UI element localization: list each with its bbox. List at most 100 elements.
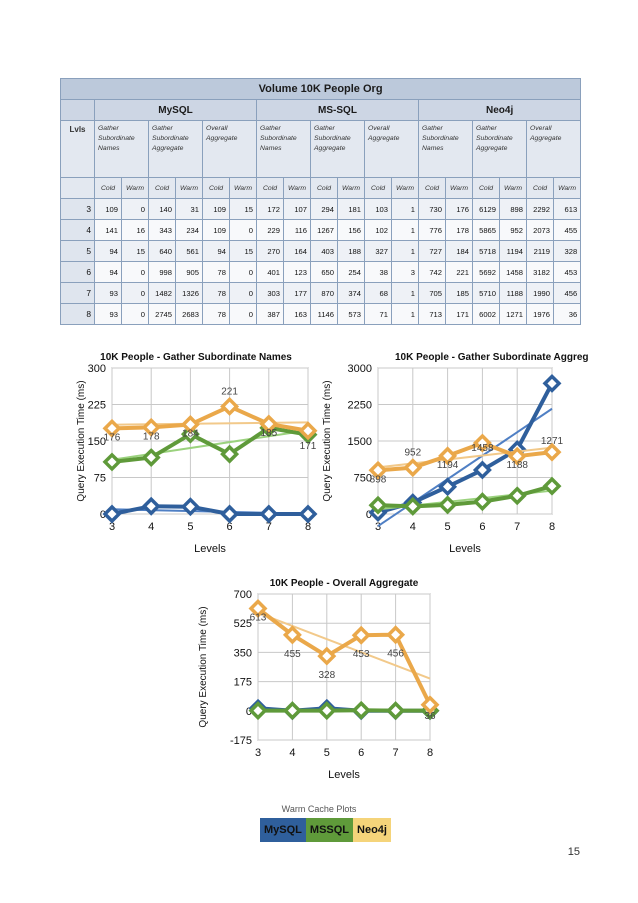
value-cell: 456 [552, 282, 582, 304]
level-cell: 8 [60, 303, 95, 325]
data-point-mssql [180, 424, 200, 444]
y-axis-label: Query Execution Time (ms) [198, 606, 209, 727]
chart-title: 10K People - Gather Subordinate Aggregat… [395, 352, 588, 363]
data-label: 185 [260, 428, 277, 439]
x-tick-label: 5 [187, 521, 193, 533]
data-point-neo4j [507, 446, 527, 466]
data-point-neo4j [141, 417, 161, 437]
query-header: Gather Subordinate Names [94, 120, 149, 178]
data-label: 898 [370, 474, 387, 485]
chart-gather-names: 10K People - Gather Subordinate Names075… [76, 352, 318, 555]
y-tick-label: 175 [234, 677, 252, 689]
y-tick-label: 75 [94, 473, 106, 485]
table-row: 3 109 0 140 31 109 15 172 107 294 181 103 1 730 176 612… [60, 198, 582, 220]
y-tick-label: 1500 [348, 436, 372, 448]
levels-header: Lvls [60, 120, 95, 178]
value-cell: 3182 [526, 261, 554, 283]
table-row: 5 94 15 640 561 94 15 270 164 403 188 327 1 727 184 571… [60, 240, 582, 262]
value-cell: 401 [256, 261, 284, 283]
data-point-neo4j [472, 433, 492, 453]
y-tick-label: 0 [246, 706, 252, 718]
warm-header: Warm [229, 177, 257, 199]
y-tick-label: 2250 [348, 400, 372, 412]
value-cell: 453 [552, 261, 582, 283]
value-cell: 1271 [499, 303, 527, 325]
data-label: 171 [300, 441, 317, 452]
y-tick-label: -175 [230, 735, 252, 747]
value-cell: 109 [202, 198, 230, 220]
value-cell: 141 [94, 219, 122, 241]
chart-gather-aggregate: 10K People - Gather Subordinate Aggregat… [322, 352, 588, 555]
data-label: 176 [104, 432, 121, 443]
data-label: 1458 [471, 443, 494, 454]
value-cell: 1458 [499, 261, 527, 283]
data-point-mssql [248, 701, 268, 721]
data-point-mssql [507, 486, 527, 506]
legend-caption: Warm Cache Plots [281, 804, 357, 814]
value-cell: 713 [418, 303, 446, 325]
y-tick-label: 700 [234, 589, 252, 601]
table-row: 8 93 0 2745 2683 78 0 387 163 1146 573 71 1 713 171 600… [60, 303, 582, 325]
x-tick-label: 3 [375, 521, 381, 533]
value-cell: 102 [364, 219, 392, 241]
level-cell: 5 [60, 240, 95, 262]
value-cell: 1482 [148, 282, 176, 304]
table-title: Volume 10K People Org [59, 78, 582, 100]
value-cell: 2073 [526, 219, 554, 241]
value-cell: 2745 [148, 303, 176, 325]
data-point-neo4j [386, 625, 406, 645]
value-cell: 71 [364, 303, 392, 325]
value-cell: 163 [283, 303, 311, 325]
x-tick-label: 5 [445, 521, 451, 533]
value-cell: 3 [391, 261, 419, 283]
value-cell: 109 [202, 219, 230, 241]
data-label: 221 [221, 386, 238, 397]
warm-header: Warm [121, 177, 149, 199]
table-row: 6 94 0 998 905 78 0 401 123 650 254 38 3 742 221 5692 14… [60, 261, 582, 283]
warm-header: Warm [283, 177, 311, 199]
value-cell: 640 [148, 240, 176, 262]
value-cell: 116 [283, 219, 311, 241]
value-cell: 0 [121, 198, 149, 220]
data-point-neo4j [317, 646, 337, 666]
data-label: 952 [404, 448, 421, 459]
value-cell: 93 [94, 282, 122, 304]
value-cell: 742 [418, 261, 446, 283]
value-cell: 93 [94, 303, 122, 325]
table-row: 7 93 0 1482 1326 78 0 303 177 870 374 68 1 705 185 5710… [60, 282, 582, 304]
data-point-mysql [298, 504, 318, 524]
data-point-mysql [438, 477, 458, 497]
warm-header: Warm [175, 177, 203, 199]
y-tick-label: 0 [100, 509, 106, 521]
y-axis-label: Query Execution Time (ms) [76, 380, 87, 501]
value-cell: 188 [337, 240, 365, 262]
db-header-neo4j: Neo4j [417, 99, 582, 121]
value-cell: 1 [391, 282, 419, 304]
data-label: 453 [353, 649, 370, 660]
value-cell: 303 [256, 282, 284, 304]
value-cell: 1188 [499, 282, 527, 304]
value-cell: 403 [310, 240, 338, 262]
data-point-neo4j [220, 396, 240, 416]
x-tick-label: 3 [255, 747, 261, 759]
data-point-mssql [542, 476, 562, 496]
value-cell: 2292 [526, 198, 554, 220]
x-tick-label: 4 [410, 521, 416, 533]
x-axis-label: Levels [449, 543, 481, 555]
value-cell: 1146 [310, 303, 338, 325]
value-cell: 164 [283, 240, 311, 262]
data-point-mssql [386, 701, 406, 721]
query-header: Overall Aggregate [364, 120, 419, 178]
value-cell: 0 [121, 282, 149, 304]
query-header: Gather Subordinate Aggregate [148, 120, 203, 178]
value-cell: 171 [445, 303, 473, 325]
value-cell: 573 [337, 303, 365, 325]
data-point-mssql [220, 444, 240, 464]
level-cell: 6 [60, 261, 95, 283]
query-header: Gather Subordinate Aggregate [472, 120, 527, 178]
value-cell: 181 [337, 198, 365, 220]
db-header-mssql: MS-SQL [256, 99, 419, 121]
value-cell: 328 [552, 240, 582, 262]
value-cell: 1 [391, 198, 419, 220]
table-row: 4 141 16 343 234 109 0 229 116 1267 156 102 1 776 178 5… [60, 219, 582, 241]
